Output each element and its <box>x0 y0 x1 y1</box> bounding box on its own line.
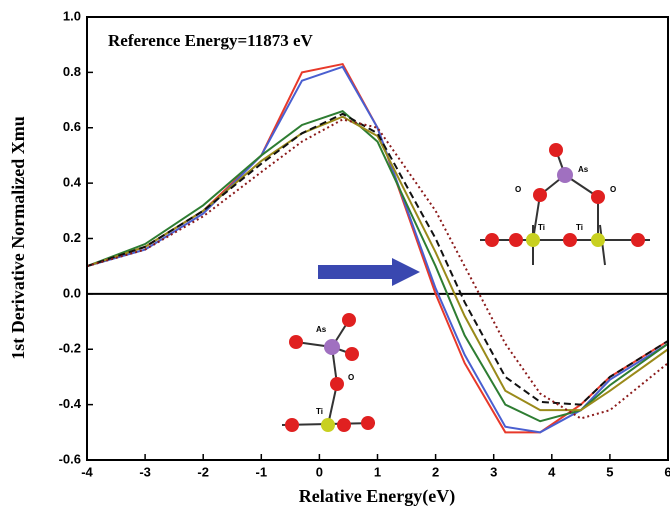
y-tick-label: 1.0 <box>63 8 81 23</box>
x-tick-label: 4 <box>548 464 556 479</box>
series-line <box>86 118 669 420</box>
y-axis-label: 1st Derivative Normalized Xmu <box>8 116 28 359</box>
series-line <box>86 112 669 406</box>
atom-label: O <box>515 185 521 194</box>
x-tick-label: 2 <box>432 464 439 479</box>
atom-label: Ti <box>538 223 545 232</box>
x-tick-label: 6 <box>664 464 670 479</box>
annotation: Reference Energy=11873 eV <box>108 31 314 50</box>
atom-label: Ti <box>576 223 583 232</box>
series-line <box>86 65 669 434</box>
atom-label: O <box>348 373 354 382</box>
y-tick-label: 0.0 <box>63 285 81 300</box>
y-tick-label: -0.2 <box>59 341 81 356</box>
atom-label: As <box>578 165 589 174</box>
series-line <box>86 115 669 412</box>
series-line <box>86 110 669 423</box>
x-axis-label: Relative Energy(eV) <box>299 486 455 507</box>
y-tick-label: 0.2 <box>63 230 81 245</box>
x-tick-label: -1 <box>256 464 268 479</box>
x-tick-label: 0 <box>316 464 323 479</box>
y-tick-label: 0.6 <box>63 119 81 134</box>
y-tick-label: -0.6 <box>59 451 81 466</box>
y-tick-label: 0.8 <box>63 64 81 79</box>
plot-frame <box>86 16 669 461</box>
x-tick-label: 3 <box>490 464 497 479</box>
atom-label: As <box>316 325 327 334</box>
x-tick-label: -3 <box>139 464 151 479</box>
x-tick-label: 1 <box>374 464 381 479</box>
arrow <box>318 258 420 286</box>
y-tick-label: 0.4 <box>63 175 82 190</box>
x-tick-label: 5 <box>606 464 613 479</box>
y-tick-label: -0.4 <box>59 396 82 411</box>
x-tick-label: -2 <box>197 464 209 479</box>
molecule-top <box>480 143 650 266</box>
series-line <box>86 62 669 434</box>
x-tick-label: -4 <box>81 464 93 479</box>
atom-label: Ti <box>316 407 323 416</box>
atom-label: O <box>610 185 616 194</box>
molecule-bottom <box>281 313 376 432</box>
